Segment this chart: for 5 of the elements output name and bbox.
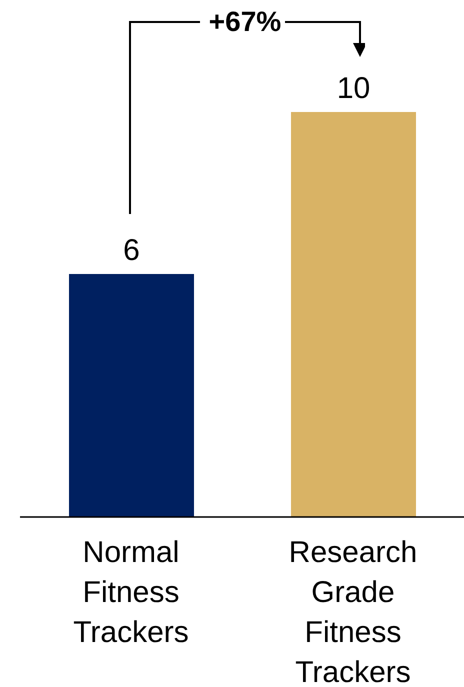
data-label: 6 (123, 234, 140, 267)
x-tick-label: Normal Fitness Trackers (73, 536, 189, 649)
text: +67% (208, 6, 282, 38)
x-tick-label: Research Grade Fitness Trackers (288, 536, 418, 687)
data-label: 10 (336, 72, 370, 105)
